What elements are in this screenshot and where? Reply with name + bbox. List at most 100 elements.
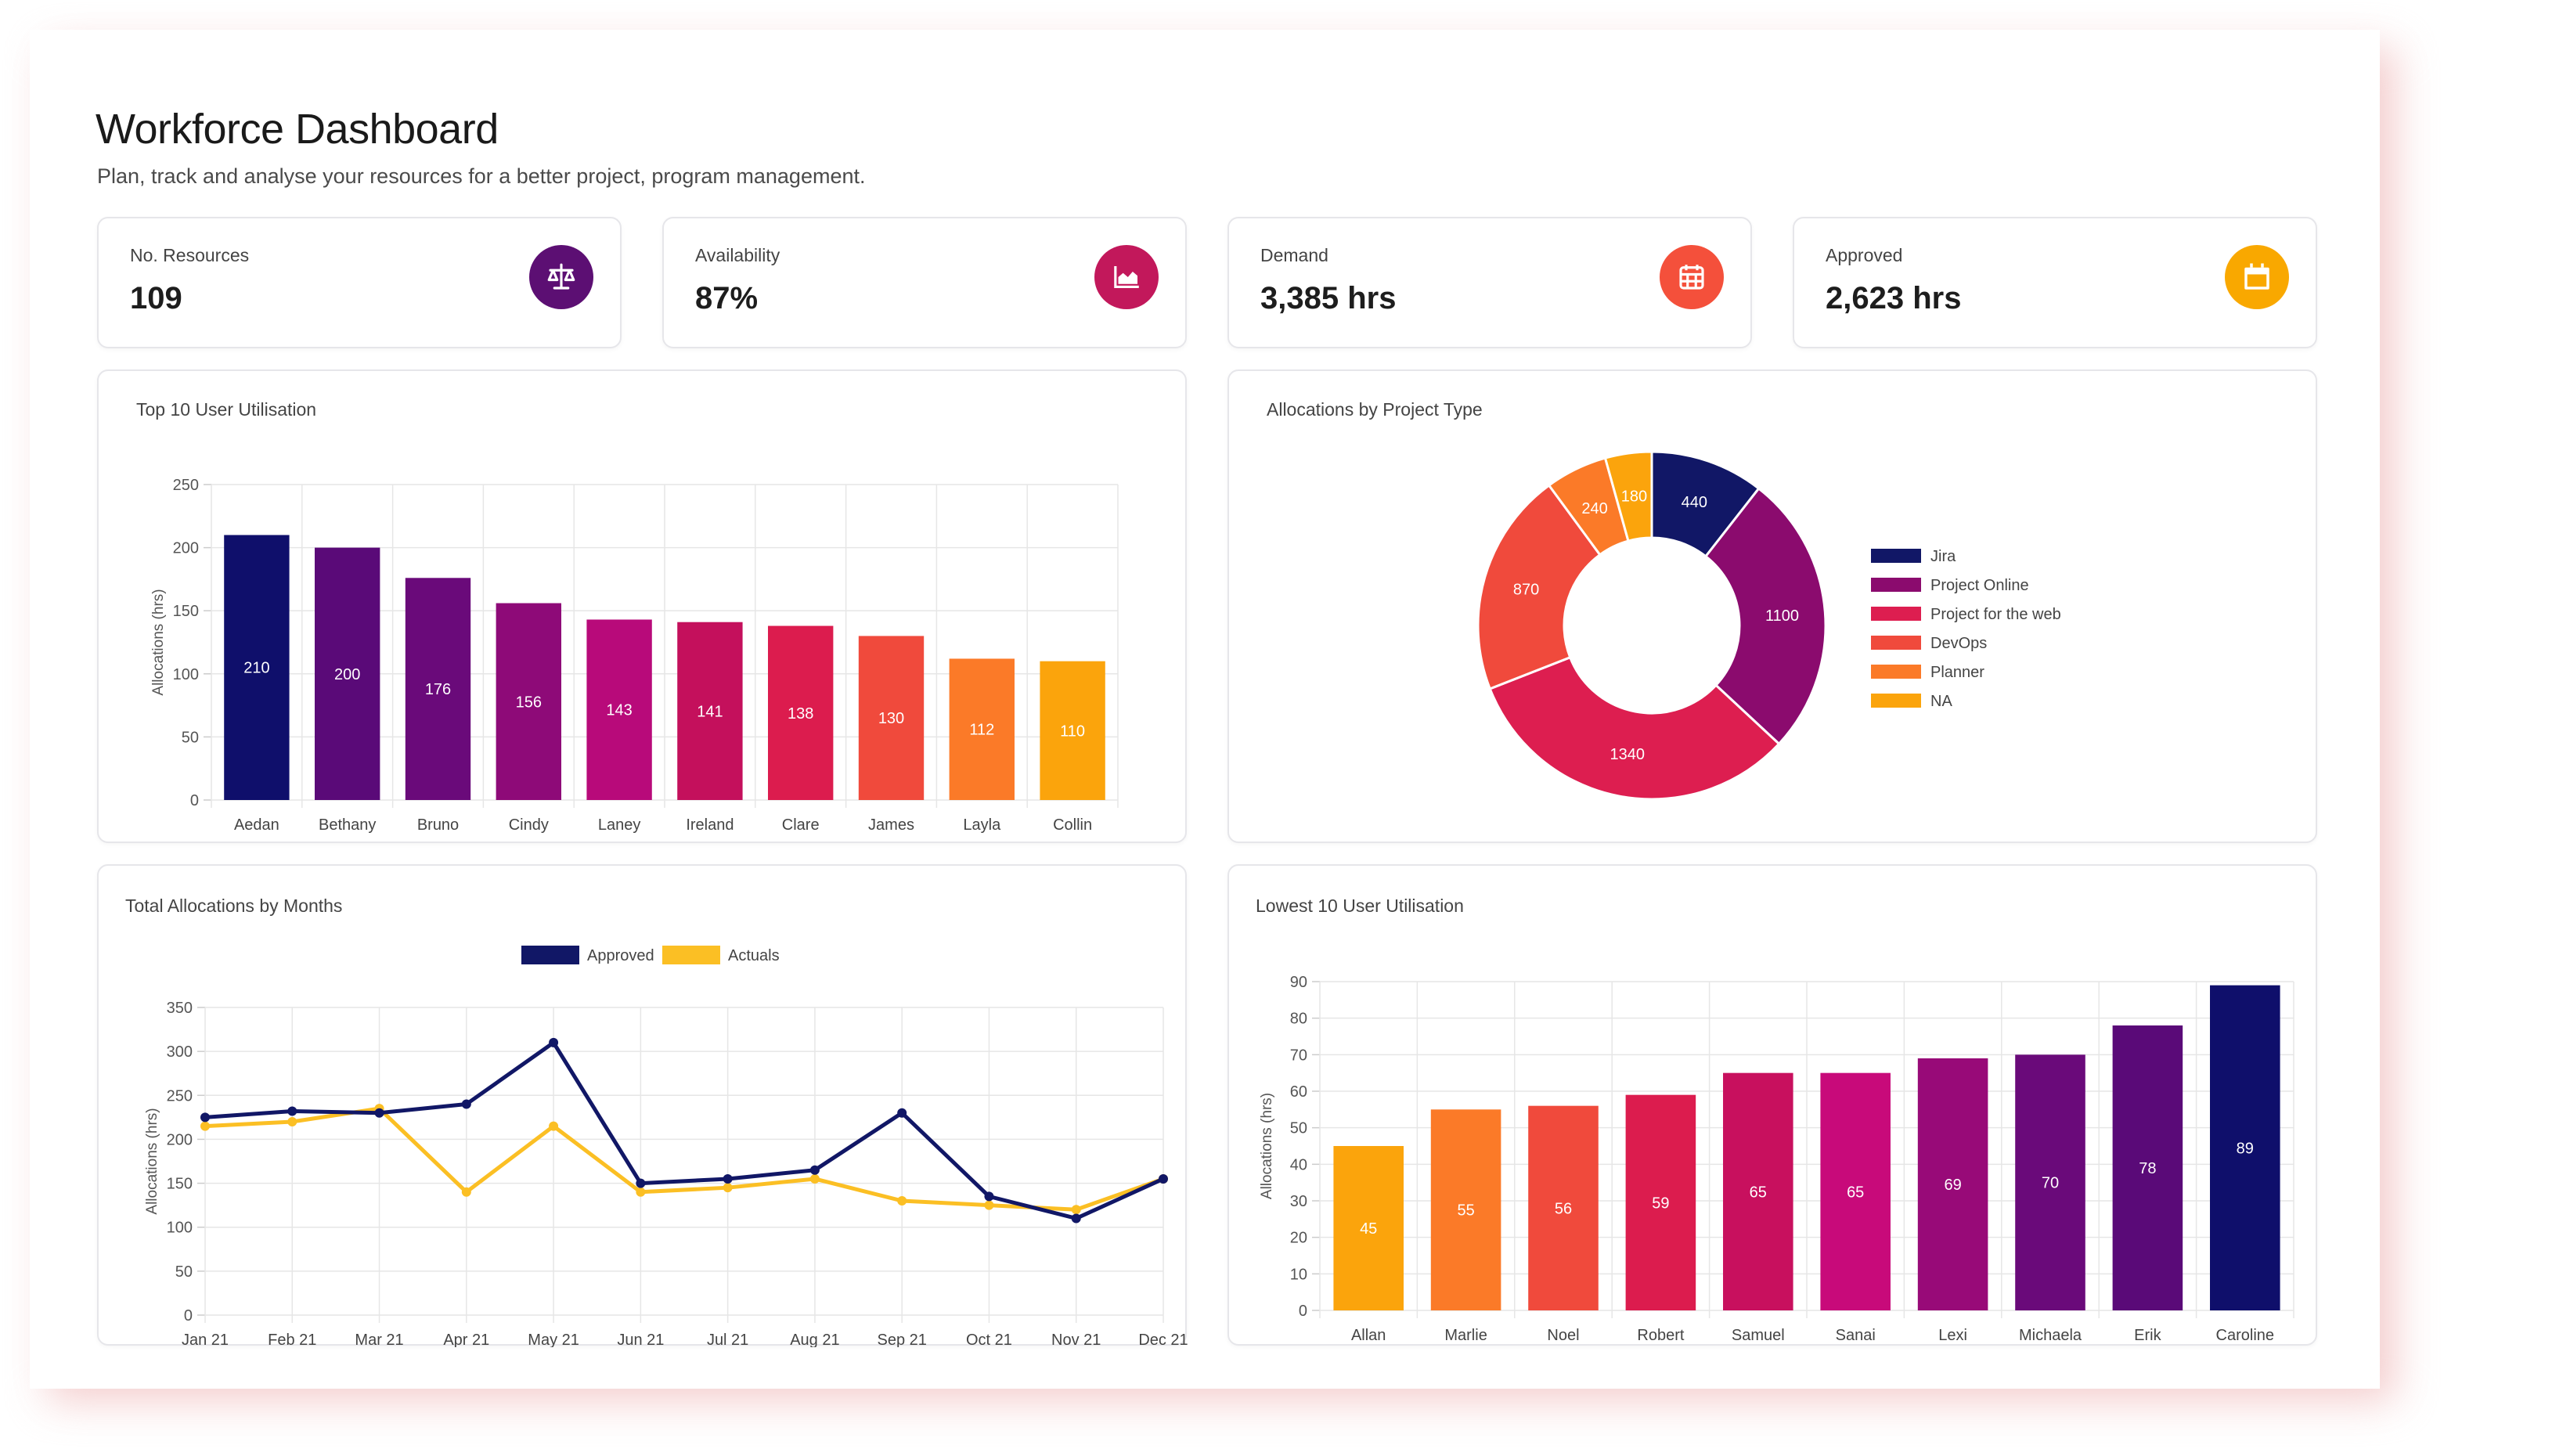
top-utilisation-bar[interactable] — [496, 603, 561, 800]
top-utilisation-bar-value: 138 — [788, 705, 813, 723]
series-point-approved[interactable] — [723, 1173, 733, 1184]
top-utilisation-bar-value: 130 — [878, 710, 904, 727]
lowest-utilisation-card: Lowest 10 User Utilisation 0 10 20 30 40 50 60… — [1227, 864, 2317, 1346]
lowest-utilisation-bar[interactable] — [1820, 1072, 1891, 1310]
x-tick-label: Bruno — [417, 816, 459, 834]
series-point-approved[interactable] — [636, 1178, 646, 1188]
monthly-allocations-chart: 0 50 100 150 200 250 300 350 Allocations (hrs) Ja… — [144, 946, 1188, 1347]
top-utilisation-chart: 0 50 100 150 200 250 Allocations (hrs) 210 Aedan… — [150, 477, 1119, 834]
series-point-approved[interactable] — [984, 1191, 994, 1202]
donut-slice[interactable] — [1476, 483, 1602, 690]
series-line-approved[interactable] — [204, 1040, 1165, 1220]
top-utilisation-bar[interactable] — [586, 619, 652, 800]
series-point-approved[interactable] — [287, 1106, 297, 1116]
legend-swatch[interactable] — [662, 946, 720, 964]
lowest-utilisation-bar-value: 55 — [1457, 1202, 1474, 1220]
top-utilisation-bar[interactable] — [315, 547, 380, 800]
dashboard-sheet: Workforce Dashboard Plan, track and anal… — [30, 30, 2380, 1389]
x-tick-label: Bethany — [319, 816, 376, 834]
lowest-utilisation-bar[interactable] — [2015, 1054, 2085, 1310]
lowest-utilisation-bar[interactable] — [1625, 1094, 1696, 1310]
lowest-utilisation-bar[interactable] — [1528, 1105, 1599, 1310]
y-tick-label: 250 — [167, 1087, 193, 1105]
top-utilisation-bar[interactable] — [677, 622, 743, 800]
series-point-actuals[interactable] — [1071, 1205, 1081, 1215]
donut-slice[interactable] — [1603, 450, 1653, 542]
stat-card-approved[interactable]: Approved 2,623 hrs — [1793, 217, 2317, 348]
legend-swatch[interactable] — [1871, 578, 1921, 592]
top-utilisation-bar[interactable] — [405, 578, 471, 800]
y-tick-label: 0 — [1299, 1303, 1307, 1320]
series-point-approved[interactable] — [549, 1037, 559, 1047]
series-point-approved[interactable] — [1071, 1213, 1081, 1224]
legend-label[interactable]: Jira — [1930, 548, 1956, 565]
legend-swatch[interactable] — [521, 946, 579, 964]
donut-slice-value: 440 — [1682, 494, 1707, 511]
lowest-utilisation-bar[interactable] — [1430, 1109, 1501, 1310]
legend-label[interactable]: Actuals — [728, 947, 780, 964]
top-utilisation-bar[interactable] — [858, 636, 925, 800]
series-point-actuals[interactable] — [723, 1183, 733, 1193]
top-utilisation-bar-value: 110 — [1060, 723, 1085, 740]
legend-label[interactable]: NA — [1930, 693, 1952, 710]
series-point-approved[interactable] — [461, 1099, 471, 1109]
x-tick-label: Cindy — [509, 816, 549, 834]
donut-slice-value: 870 — [1513, 581, 1539, 598]
legend-label[interactable]: Approved — [587, 947, 654, 964]
stat-card-resources[interactable]: No. Resources 109 — [97, 217, 622, 348]
lowest-utilisation-chart: 0 10 20 30 40 50 60 70 80 90 Allocations (hrs) 45 Al… — [1259, 974, 2294, 1344]
series-point-approved[interactable] — [200, 1112, 210, 1123]
donut-slice[interactable] — [1703, 486, 1827, 746]
lowest-utilisation-bar[interactable] — [2112, 1025, 2183, 1310]
x-tick-label: Ireland — [686, 816, 734, 834]
top-utilisation-bar-value: 200 — [334, 666, 360, 683]
legend-label[interactable]: Project for the web — [1930, 606, 2061, 623]
series-point-actuals[interactable] — [461, 1187, 471, 1197]
top-utilisation-bar[interactable] — [1040, 661, 1105, 800]
lowest-utilisation-bar-value: 69 — [1944, 1177, 1961, 1194]
page-subtitle: Plan, track and analyse your resources f… — [97, 164, 866, 188]
series-point-approved[interactable] — [374, 1108, 384, 1118]
legend-label[interactable]: Project Online — [1930, 577, 2029, 594]
stat-label: No. Resources — [130, 245, 250, 265]
legend-swatch[interactable] — [1871, 607, 1921, 621]
stat-card-demand[interactable]: Demand 3,385 hrs — [1227, 217, 1752, 348]
lowest-utilisation-bar-value: 89 — [2237, 1140, 2254, 1157]
legend-swatch[interactable] — [1871, 665, 1921, 679]
top-utilisation-bar[interactable] — [768, 625, 834, 800]
legend-swatch[interactable] — [1871, 549, 1921, 563]
series-point-actuals[interactable] — [200, 1121, 210, 1131]
stat-card-availability[interactable]: Availability 87% — [662, 217, 1187, 348]
y-tick-label: 100 — [173, 666, 199, 683]
series-point-actuals[interactable] — [897, 1196, 907, 1206]
legend-swatch[interactable] — [1871, 694, 1921, 708]
donut-slice-value: 240 — [1581, 500, 1607, 517]
series-point-approved[interactable] — [1159, 1173, 1168, 1184]
series-point-actuals[interactable] — [984, 1200, 994, 1210]
series-point-actuals[interactable] — [809, 1173, 820, 1184]
legend-label[interactable]: Planner — [1930, 664, 1984, 681]
x-tick-label: Jan 21 — [182, 1332, 229, 1347]
project-type-card: Allocations by Project Type 440 1100 1340 8… — [1227, 369, 2317, 843]
top-utilisation-bar[interactable] — [949, 658, 1015, 800]
lowest-utilisation-bar[interactable] — [1723, 1072, 1793, 1310]
lowest-utilisation-bar[interactable] — [2210, 985, 2280, 1310]
top-utilisation-bar[interactable] — [224, 535, 290, 800]
series-point-actuals[interactable] — [636, 1187, 646, 1197]
legend-swatch[interactable] — [1871, 636, 1921, 650]
lowest-utilisation-bar[interactable] — [1917, 1058, 1988, 1310]
donut-slice[interactable] — [1488, 655, 1781, 801]
stat-value: 3,385 hrs — [1260, 281, 1397, 315]
top-utilisation-bar-value: 141 — [697, 703, 723, 720]
stat-value: 87% — [695, 281, 759, 315]
series-point-actuals[interactable] — [549, 1121, 559, 1131]
lowest-utilisation-bar-value: 65 — [1847, 1184, 1864, 1201]
lowest-utilisation-bar[interactable] — [1333, 1146, 1404, 1310]
series-point-approved[interactable] — [809, 1165, 820, 1175]
series-line-actuals[interactable] — [204, 1106, 1164, 1212]
legend-label[interactable]: DevOps — [1930, 635, 1987, 652]
x-tick-label: Layla — [963, 816, 1001, 834]
series-point-actuals[interactable] — [287, 1116, 297, 1126]
stat-value: 2,623 hrs — [1826, 281, 1962, 315]
series-point-approved[interactable] — [897, 1108, 907, 1118]
